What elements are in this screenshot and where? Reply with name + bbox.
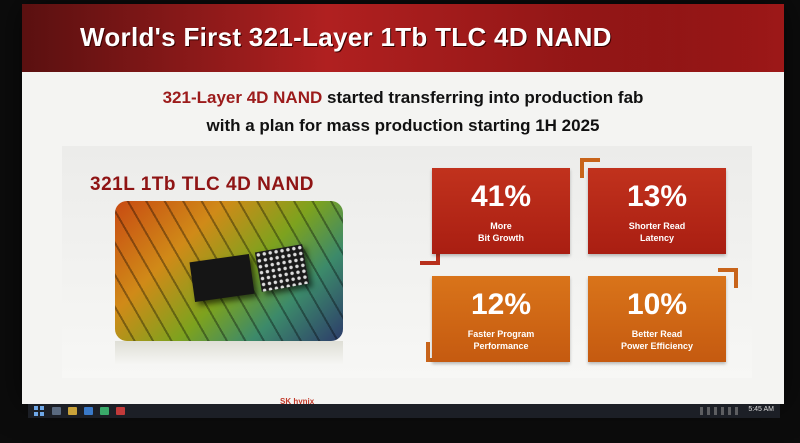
browser-icon[interactable]	[84, 407, 93, 415]
stat-label: Better Read Power Efficiency	[620, 329, 694, 351]
stat-value: 13%	[626, 180, 688, 213]
stat-value: 41%	[470, 180, 532, 213]
app-icon[interactable]	[116, 407, 125, 415]
title-bar: World's First 321-Layer 1Tb TLC 4D NAND	[22, 4, 784, 72]
subtitle-line-1: 321-Layer 4D NAND started transferring i…	[22, 88, 784, 108]
nand-chip-package	[189, 254, 255, 302]
tile-bracket	[420, 245, 440, 265]
stat-label: Faster Program Performance	[467, 329, 535, 351]
subtitle-rest: started transferring into production fab	[322, 88, 644, 107]
tile-bracket	[718, 268, 738, 288]
photo-reflection	[115, 341, 343, 365]
stat-tile-program-performance: 12% Faster Program Performance	[432, 276, 570, 362]
windows-taskbar: 5:45 AM	[28, 404, 780, 418]
subtitle-highlight: 321-Layer 4D NAND	[162, 88, 323, 107]
windows-start-icon[interactable]	[34, 406, 44, 416]
stat-value: 10%	[626, 288, 688, 321]
nand-chip-ball-grid	[254, 244, 310, 292]
stat-tile-read-latency: 13% Shorter Read Latency	[588, 168, 726, 254]
app-icon[interactable]	[100, 407, 109, 415]
system-tray-icons[interactable]	[700, 407, 740, 415]
title-accent	[554, 4, 784, 72]
sk-hynix-logo: SK hynix	[280, 397, 315, 406]
stat-tile-power-efficiency: 10% Better Read Power Efficiency	[588, 276, 726, 362]
taskbar-clock[interactable]: 5:45 AM	[748, 406, 774, 413]
stat-label: More Bit Growth	[478, 221, 524, 243]
tile-bracket	[580, 158, 600, 178]
stat-value: 12%	[470, 288, 532, 321]
product-name: 321L 1Tb TLC 4D NAND	[90, 174, 314, 195]
task-view-icon[interactable]	[52, 407, 61, 415]
slide-title: World's First 321-Layer 1Tb TLC 4D NAND	[80, 22, 612, 52]
subtitle-line-2: with a plan for mass production starting…	[206, 116, 600, 135]
stat-label: Shorter Read Latency	[628, 221, 686, 243]
folder-icon[interactable]	[68, 407, 77, 415]
stat-tile-bit-growth: 41% More Bit Growth	[432, 168, 570, 254]
